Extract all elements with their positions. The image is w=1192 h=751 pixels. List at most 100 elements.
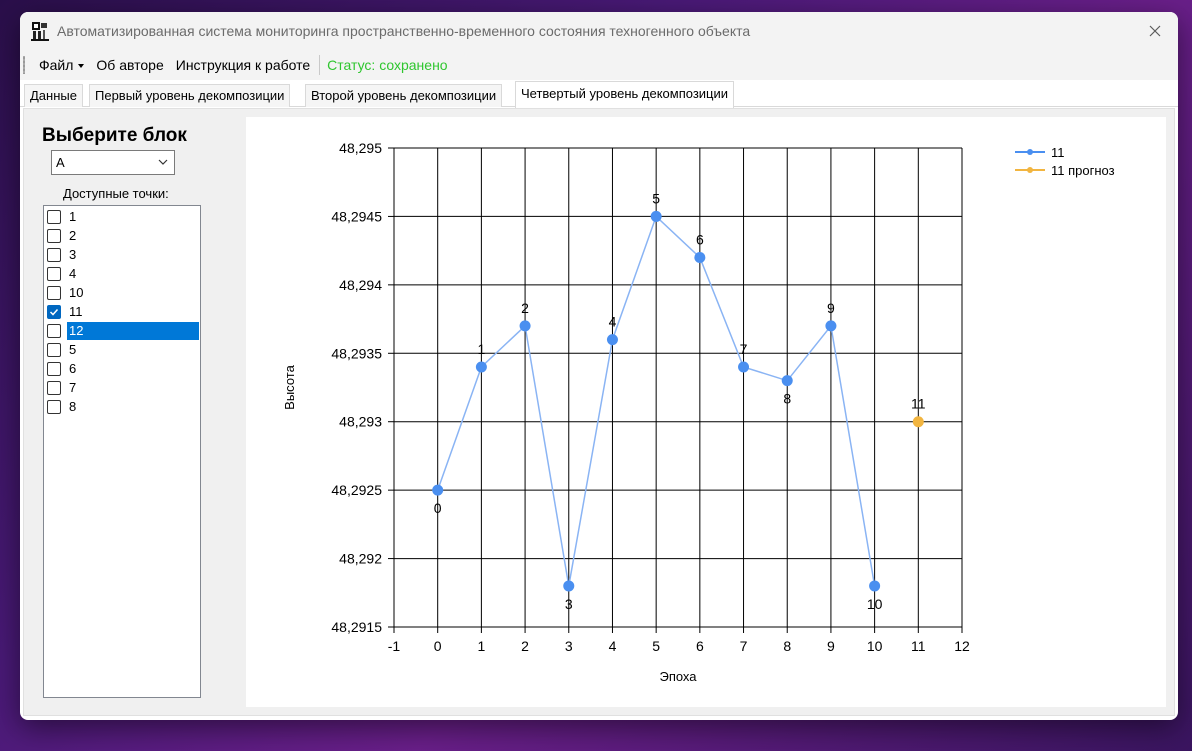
tab-content: Выберите блок A Доступные точки: 1 2 3 4 10 1… (23, 108, 1175, 716)
point-label: 8 (69, 399, 77, 414)
block-select-value: A (56, 155, 65, 170)
point-label: 3 (69, 247, 77, 262)
tab-data[interactable]: Данные (24, 84, 83, 107)
y-axis-title: Высота (282, 364, 297, 409)
x-tick-label: 1 (477, 638, 485, 654)
data-label: 1 (477, 341, 485, 357)
point-label: 7 (69, 380, 77, 395)
point-label: 4 (69, 266, 77, 281)
x-axis-title: Эпоха (659, 669, 697, 684)
data-point (475, 361, 487, 373)
point-label: 2 (69, 228, 77, 243)
close-button[interactable] (1132, 12, 1178, 50)
point-label: 11 (69, 304, 83, 319)
block-label: Выберите блок (42, 125, 187, 146)
data-point (563, 580, 575, 592)
point-item[interactable]: 1 (47, 208, 199, 226)
status-label: Статус: сохранено (327, 57, 448, 73)
data-point (650, 210, 662, 222)
dropdown-arrow-icon (78, 64, 85, 69)
point-item[interactable]: 11 (47, 303, 199, 321)
x-tick-label: 9 (827, 638, 835, 654)
data-point (606, 334, 618, 346)
x-tick-label: 7 (740, 638, 748, 654)
point-checkbox[interactable] (47, 324, 61, 338)
y-tick-label: 48,292 (339, 551, 382, 567)
toolbar-grip[interactable] (23, 56, 25, 74)
point-item[interactable]: 8 (47, 398, 199, 416)
x-tick-label: 6 (696, 638, 704, 654)
data-label: 4 (609, 314, 617, 330)
data-label: 6 (696, 231, 704, 247)
point-label: 12 (67, 322, 199, 340)
data-label: 2 (521, 300, 529, 316)
point-label: 5 (69, 342, 77, 357)
point-checkbox[interactable] (47, 343, 61, 357)
data-label: 3 (565, 596, 573, 612)
x-tick-label: 12 (954, 638, 970, 654)
x-tick-label: 4 (609, 638, 617, 654)
y-tick-label: 48,295 (339, 140, 382, 156)
checkmark-icon (49, 308, 59, 316)
tab-fourth-level[interactable]: Четвертый уровень декомпозиции (515, 81, 735, 108)
point-label: 10 (69, 285, 84, 300)
data-label: 8 (783, 391, 791, 407)
height-chart: -1 0 1 2 3 4 5 6 7 8 9 10 11 1248,29548,294548,29448,… (282, 140, 1115, 684)
x-tick-label: 8 (783, 638, 791, 654)
tab-first-level[interactable]: Первый уровень декомпозиции (89, 84, 291, 107)
point-checkbox[interactable] (47, 267, 61, 281)
menu-separator (319, 55, 321, 75)
chart-area: -1 0 1 2 3 4 5 6 7 8 9 10 11 12 48,295 48,2945 48,294 48,… (246, 117, 1166, 707)
point-checkbox[interactable] (47, 286, 61, 300)
title-bar: Автоматизированная система мониторинга п… (20, 12, 1178, 50)
x-tick-label: 3 (565, 638, 573, 654)
data-point (869, 580, 881, 592)
point-item[interactable]: 6 (47, 360, 199, 378)
point-checkbox[interactable] (47, 381, 61, 395)
menu-bar: Файл Об авторе Инструкция к работе Стату… (20, 50, 1178, 80)
x-tick-label: 2 (521, 638, 529, 654)
x-tick-label: -1 (388, 638, 401, 654)
point-item[interactable]: 2 (47, 227, 199, 245)
data-label: 11 (911, 396, 926, 412)
legend-marker (1027, 167, 1033, 173)
points-label: Доступные точки: (63, 186, 169, 201)
y-tick-label: 48,2945 (331, 208, 382, 224)
x-tick-label: 11 (911, 638, 926, 654)
point-item[interactable]: 12 (47, 322, 199, 340)
points-listbox[interactable]: 1 2 3 4 10 11 12 5 6 7 8 (43, 205, 201, 698)
data-label: 0 (434, 500, 442, 516)
tab-second-level[interactable]: Второй уровень декомпозиции (305, 84, 503, 107)
menu-about[interactable]: Об авторе (96, 57, 164, 73)
point-checkbox[interactable] (47, 229, 61, 243)
data-point (519, 320, 531, 332)
point-item[interactable]: 7 (47, 379, 199, 397)
menu-instructions[interactable]: Инструкция к работе (175, 57, 311, 73)
point-checkbox[interactable] (47, 210, 61, 224)
app-icon (31, 22, 49, 41)
point-checkbox[interactable] (47, 362, 61, 376)
point-checkbox[interactable] (47, 305, 61, 319)
point-item[interactable]: 10 (47, 284, 199, 302)
y-tick-label: 48,2915 (331, 619, 382, 635)
data-point (694, 251, 706, 263)
data-point (738, 361, 750, 373)
point-item[interactable]: 3 (47, 246, 199, 264)
x-tick-label: 5 (652, 638, 660, 654)
menu-file[interactable]: Файл (33, 54, 90, 76)
point-label: 1 (69, 209, 77, 224)
point-checkbox[interactable] (47, 400, 61, 414)
window-title: Автоматизированная система мониторинга п… (57, 23, 751, 39)
app-window: Автоматизированная система мониторинга п… (20, 12, 1178, 720)
point-item[interactable]: 5 (47, 341, 199, 359)
y-tick-label: 48,2935 (331, 345, 382, 361)
y-tick-label: 48,294 (339, 277, 382, 293)
point-item[interactable]: 4 (47, 265, 199, 283)
chevron-down-icon (158, 159, 168, 165)
legend-label: 11 прогноз (1051, 163, 1115, 178)
block-select[interactable]: A (51, 150, 175, 175)
point-label: 6 (69, 361, 77, 376)
point-checkbox[interactable] (47, 248, 61, 262)
legend-label: 11 (1051, 145, 1065, 160)
data-point (432, 484, 444, 496)
